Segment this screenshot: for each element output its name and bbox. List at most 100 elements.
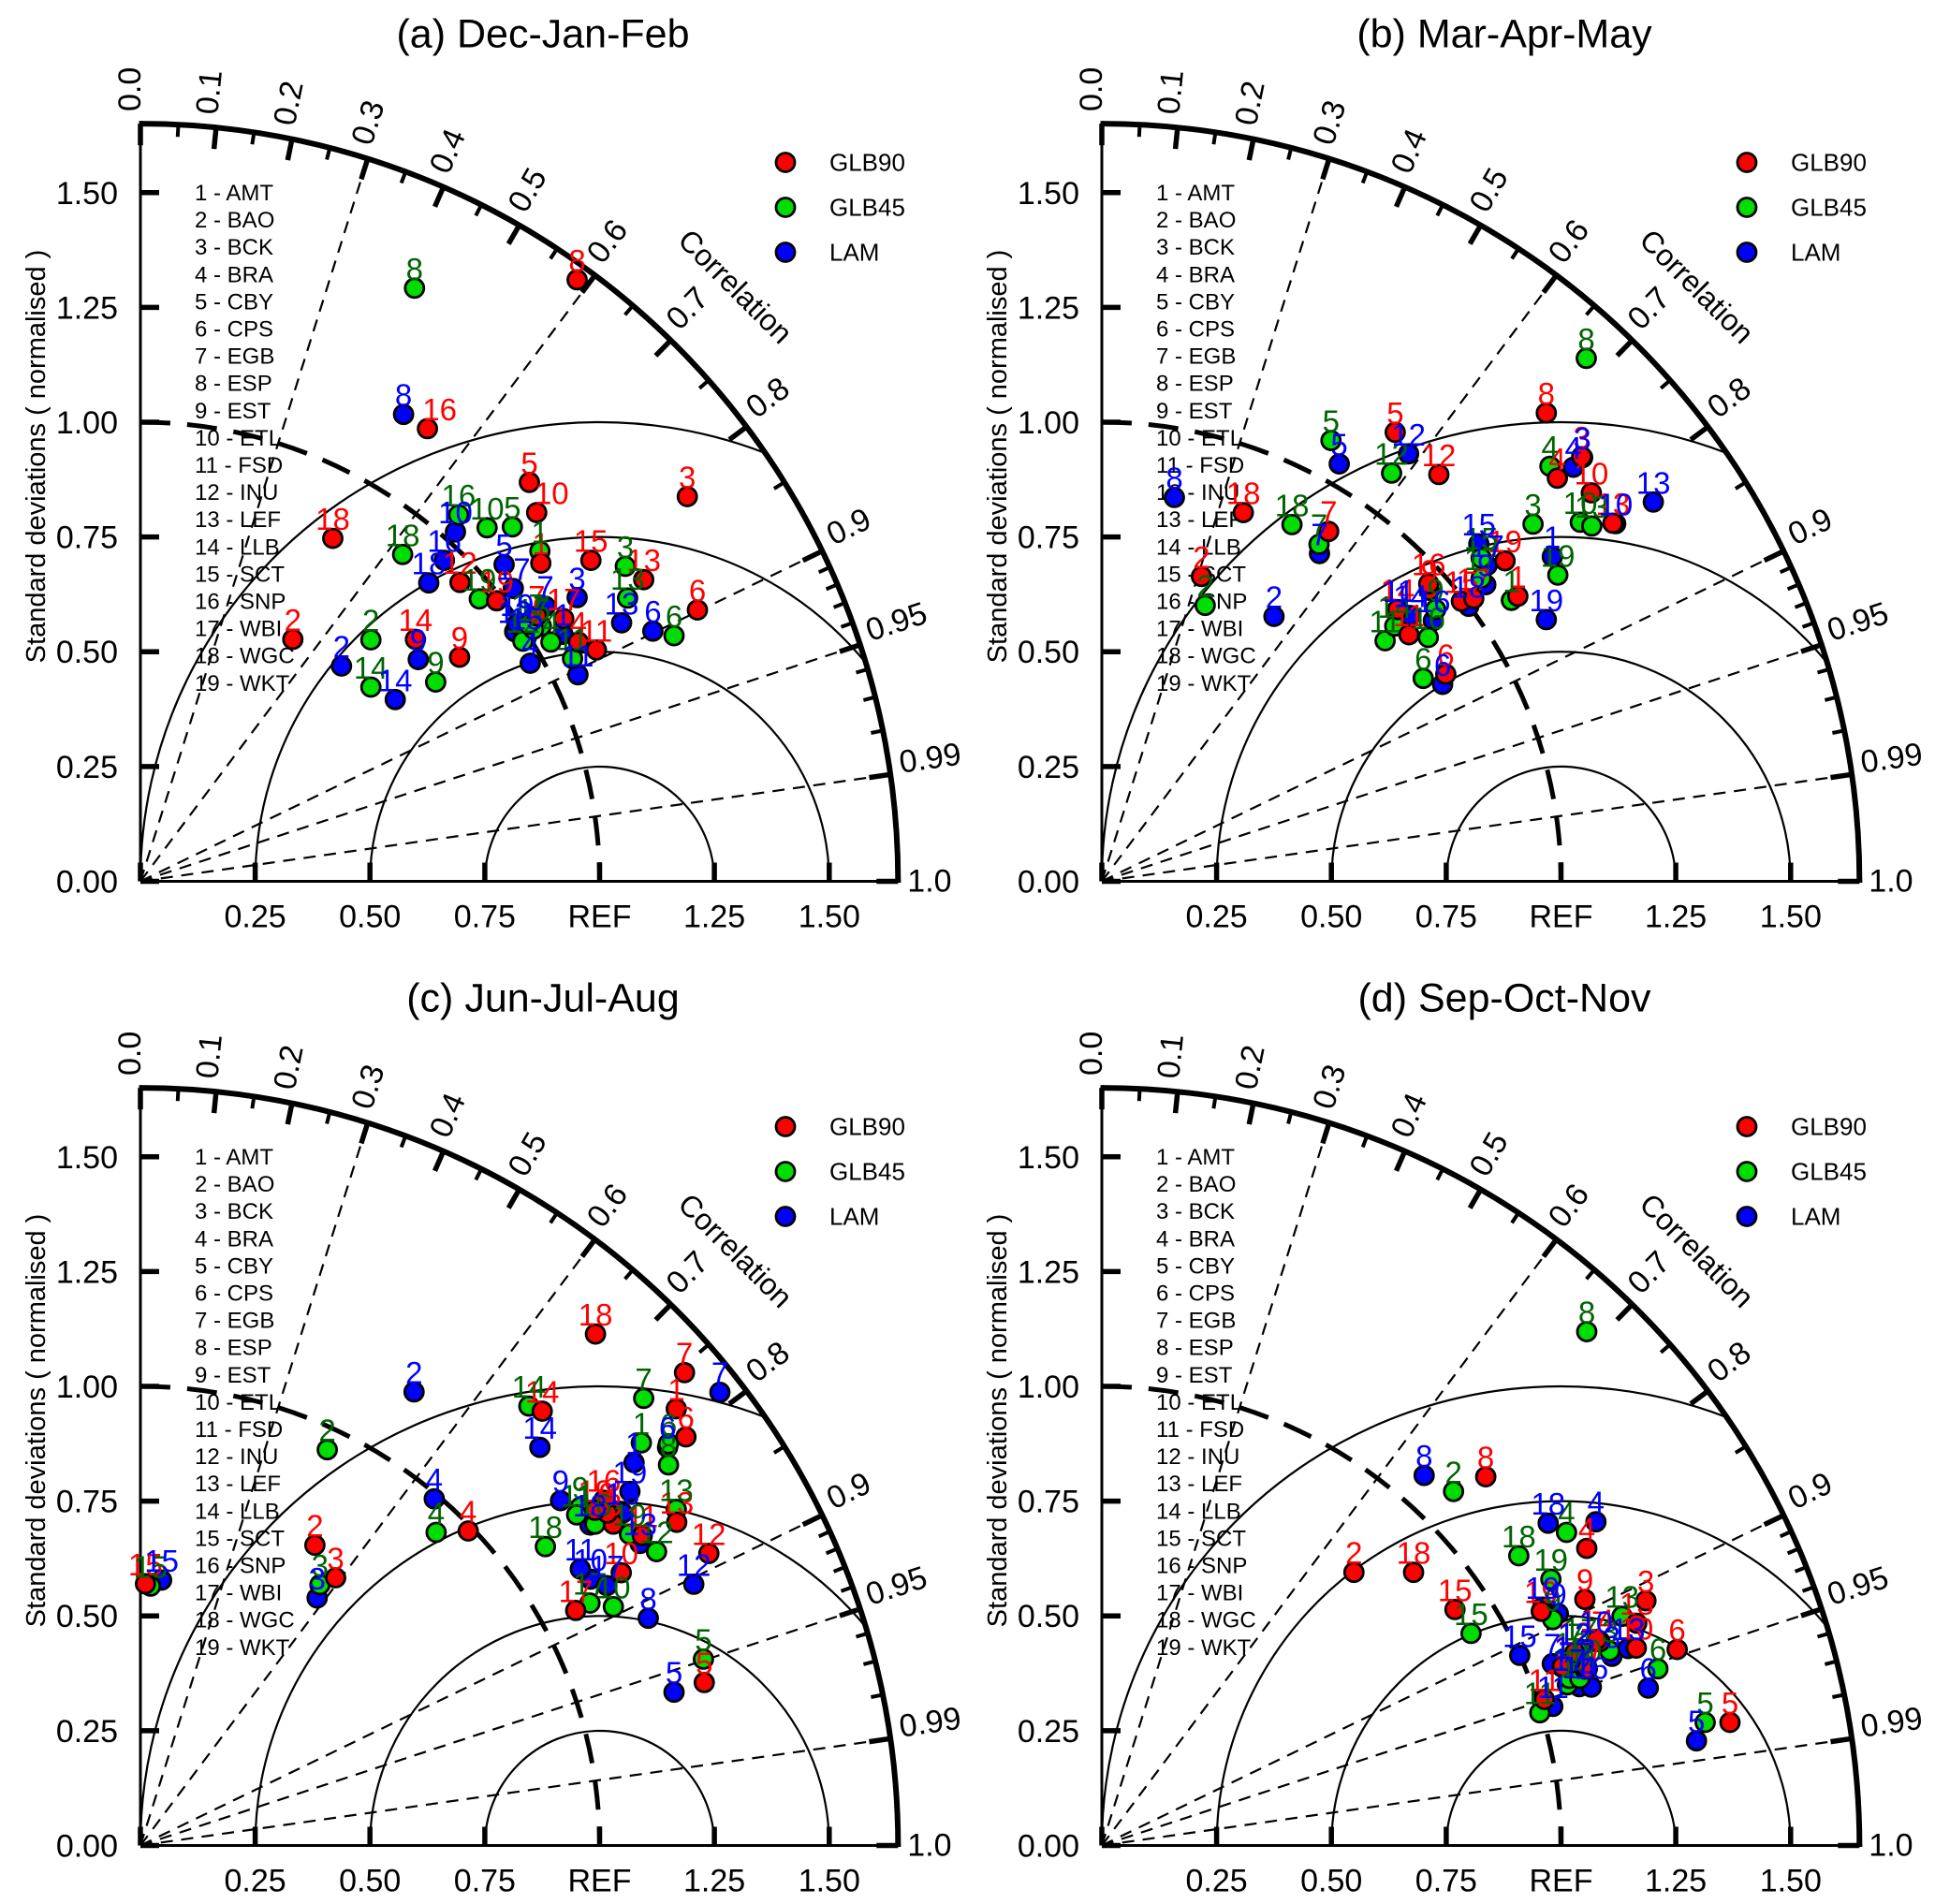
svg-text:4 - BRA: 4 - BRA [195, 262, 273, 287]
svg-text:7: 7 [1320, 495, 1337, 530]
svg-text:0.0: 0.0 [112, 1032, 148, 1076]
svg-text:7: 7 [1591, 1605, 1608, 1640]
svg-text:14: 14 [1393, 579, 1428, 614]
svg-text:13: 13 [1575, 490, 1609, 524]
svg-text:16: 16 [422, 392, 457, 427]
svg-text:12: 12 [1552, 1642, 1587, 1677]
svg-text:0.1: 0.1 [1151, 1033, 1191, 1080]
svg-text:18: 18 [579, 1297, 613, 1332]
svg-text:16: 16 [587, 1464, 622, 1499]
svg-text:8: 8 [568, 243, 585, 278]
svg-text:9: 9 [1421, 554, 1438, 589]
svg-text:6: 6 [1415, 642, 1431, 677]
svg-text:1.25: 1.25 [56, 290, 118, 326]
svg-text:6: 6 [659, 1411, 676, 1445]
svg-text:19 - WKT: 19 - WKT [1156, 1635, 1252, 1661]
svg-text:15 - SCT: 15 - SCT [1156, 1526, 1246, 1551]
svg-text:19: 19 [1488, 524, 1522, 559]
svg-text:1: 1 [532, 515, 549, 549]
svg-text:5 - CBY: 5 - CBY [195, 1253, 273, 1279]
svg-text:11: 11 [562, 638, 594, 673]
svg-text:0.0: 0.0 [1074, 67, 1109, 111]
svg-text:11: 11 [564, 1532, 596, 1567]
svg-text:10: 10 [596, 1570, 631, 1604]
svg-text:LAM: LAM [1791, 239, 1840, 267]
svg-text:15: 15 [574, 524, 608, 559]
svg-text:15: 15 [517, 593, 551, 627]
svg-text:16: 16 [1568, 1633, 1603, 1667]
svg-text:19: 19 [1533, 1543, 1568, 1577]
svg-text:1: 1 [633, 1406, 650, 1441]
svg-text:4: 4 [1542, 430, 1559, 464]
svg-text:10: 10 [1620, 1612, 1654, 1647]
svg-text:0.25: 0.25 [1018, 750, 1079, 785]
svg-text:4 - BRA: 4 - BRA [1156, 262, 1235, 287]
svg-text:17 - WBI: 17 - WBI [1156, 617, 1243, 642]
svg-text:18: 18 [1226, 476, 1261, 511]
svg-text:7 - EGB: 7 - EGB [195, 1309, 274, 1334]
svg-text:2: 2 [1345, 1536, 1362, 1571]
svg-text:18 - WGC: 18 - WGC [1156, 644, 1256, 669]
svg-text:13: 13 [1605, 1580, 1639, 1615]
svg-text:1 - AMT: 1 - AMT [1156, 1145, 1235, 1170]
svg-text:0.2: 0.2 [1228, 78, 1272, 128]
svg-text:16: 16 [1416, 584, 1451, 619]
svg-text:0.00: 0.00 [56, 865, 118, 901]
svg-text:1: 1 [1509, 560, 1526, 594]
svg-text:5: 5 [666, 1656, 682, 1691]
svg-text:1.0: 1.0 [1869, 1828, 1913, 1864]
svg-text:1: 1 [667, 1372, 684, 1407]
svg-text:18 - WGC: 18 - WGC [1156, 1608, 1256, 1633]
svg-text:0.99: 0.99 [897, 737, 963, 781]
svg-text:LAM: LAM [1791, 1203, 1840, 1231]
svg-text:7 - EGB: 7 - EGB [195, 344, 274, 370]
svg-text:15: 15 [144, 1544, 179, 1578]
svg-text:4 - BRA: 4 - BRA [195, 1226, 273, 1252]
svg-text:2: 2 [285, 603, 301, 637]
svg-text:GLB90: GLB90 [1791, 149, 1867, 177]
svg-text:5: 5 [1722, 1686, 1738, 1721]
svg-text:17: 17 [496, 552, 531, 587]
svg-text:2 - BAO: 2 - BAO [1156, 1172, 1236, 1197]
svg-text:0.00: 0.00 [1018, 1829, 1079, 1865]
svg-text:8 - ESP: 8 - ESP [1156, 372, 1234, 397]
svg-text:12: 12 [1558, 1617, 1592, 1651]
svg-text:11 - FSD: 11 - FSD [195, 1417, 283, 1443]
svg-text:17: 17 [547, 582, 581, 617]
svg-text:0.0: 0.0 [1074, 1032, 1109, 1076]
svg-text:1: 1 [1503, 564, 1519, 598]
svg-text:1.50: 1.50 [56, 176, 118, 212]
svg-text:13: 13 [1620, 1587, 1654, 1621]
svg-text:17: 17 [1552, 1643, 1587, 1677]
svg-text:9: 9 [1477, 549, 1494, 583]
svg-text:0.00: 0.00 [1018, 865, 1079, 901]
svg-text:12: 12 [639, 1516, 674, 1550]
svg-text:17: 17 [1457, 562, 1491, 596]
svg-text:6: 6 [689, 574, 706, 608]
svg-text:11 - FSD: 11 - FSD [1156, 453, 1244, 478]
svg-text:17: 17 [559, 1574, 594, 1608]
svg-text:8: 8 [1538, 376, 1555, 411]
svg-text:10 - ETL: 10 - ETL [195, 1390, 281, 1415]
svg-text:0.50: 0.50 [339, 900, 401, 935]
svg-text:1.00: 1.00 [1018, 1369, 1079, 1405]
svg-text:13 - LEF: 13 - LEF [195, 507, 281, 533]
svg-text:0.50: 0.50 [1300, 1864, 1362, 1899]
svg-text:1.25: 1.25 [1645, 1864, 1707, 1899]
svg-text:0.75: 0.75 [1415, 900, 1477, 935]
svg-text:18: 18 [386, 518, 420, 552]
svg-text:14: 14 [1381, 573, 1415, 608]
svg-text:(c) Jun-Jul-Aug: (c) Jun-Jul-Aug [406, 976, 680, 1021]
svg-text:19: 19 [578, 1473, 612, 1508]
svg-text:15: 15 [1464, 521, 1499, 556]
svg-text:0.50: 0.50 [1018, 635, 1079, 670]
svg-text:11: 11 [1529, 1663, 1561, 1698]
svg-text:17: 17 [573, 1567, 608, 1602]
svg-text:1 - AMT: 1 - AMT [195, 1145, 273, 1170]
svg-text:10 - ETL: 10 - ETL [1156, 1390, 1242, 1415]
svg-text:2: 2 [1196, 569, 1213, 604]
svg-text:2: 2 [1578, 1633, 1595, 1667]
svg-text:18: 18 [1502, 1519, 1536, 1554]
svg-text:12: 12 [1558, 1618, 1592, 1652]
svg-text:10: 10 [438, 495, 473, 530]
